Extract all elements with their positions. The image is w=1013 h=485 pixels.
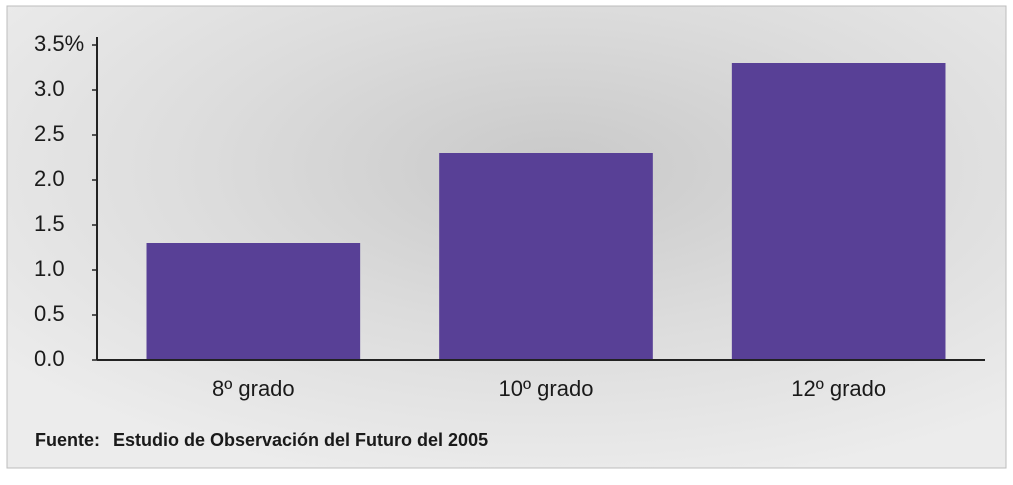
y-tick-label: 1.0 <box>34 256 65 281</box>
y-tick-label: 1.5 <box>34 211 65 236</box>
x-tick-label: 12º grado <box>791 376 886 401</box>
chart: Fuente: Estudio de Observación del Futur… <box>0 0 1013 485</box>
source: Estudio de Observación del Futuro del 20… <box>113 430 488 450</box>
bar <box>732 63 946 360</box>
y-tick-label: 2.0 <box>34 166 65 191</box>
x-tick-label: 8º grado <box>212 376 295 401</box>
y-tick-label: 3.5% <box>34 31 84 56</box>
y-tick-label: 3.0 <box>34 76 65 101</box>
y-tick-label: 2.5 <box>34 121 65 146</box>
x-tick-label: 10º grado <box>499 376 594 401</box>
bar <box>147 243 361 360</box>
bar <box>439 153 653 360</box>
y-tick-label: 0.0 <box>34 346 65 371</box>
y-tick-label: 0.5 <box>34 301 65 326</box>
source-label: Fuente: <box>35 430 100 450</box>
